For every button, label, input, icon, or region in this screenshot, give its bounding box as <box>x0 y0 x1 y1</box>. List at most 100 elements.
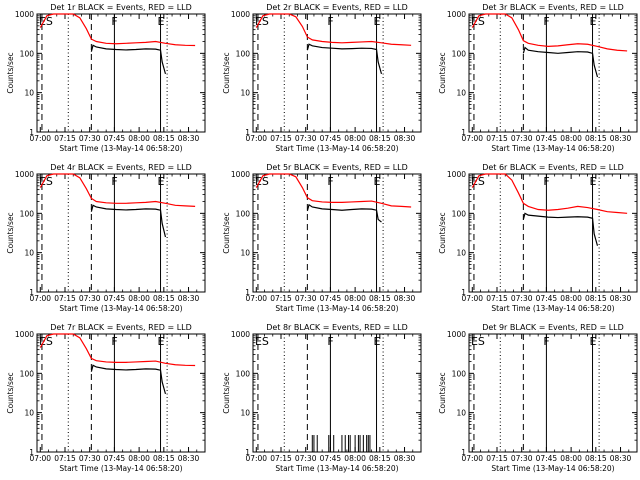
y-tick-label: 100 <box>236 49 251 58</box>
y-tick-label: 100 <box>20 369 35 378</box>
plot-frame <box>36 333 206 453</box>
y-tick-label: 1 <box>245 128 250 137</box>
x-tick-label: 07:45 <box>104 454 126 463</box>
x-tick-label: 08:15 <box>369 454 391 463</box>
y-tick-label: 100 <box>452 49 467 58</box>
y-tick-label: 1000 <box>231 10 250 19</box>
x-tick-label: 07:00 <box>245 134 267 143</box>
panel-det-7: Det 7r BLACK = Events, RED = LLD 1 10 100 10… <box>6 323 206 473</box>
event-marker-label: E <box>374 335 381 348</box>
x-tick-label: 08:30 <box>178 294 200 303</box>
x-axis-label: Start Time (13-May-14 06:58:20) <box>491 464 614 473</box>
y-tick-label: 10 <box>456 249 466 258</box>
x-tick-label: 07:30 <box>511 454 533 463</box>
y-tick-label: 1 <box>245 448 250 457</box>
y-tick-label: 10 <box>456 89 466 98</box>
x-tick-label: 07:45 <box>104 134 126 143</box>
x-tick-label: 07:30 <box>511 294 533 303</box>
event-marker-label: E <box>590 15 597 28</box>
event-marker-label: E <box>158 335 165 348</box>
event-marker-label: ES <box>255 335 269 348</box>
x-tick-label: 07:45 <box>320 454 342 463</box>
x-tick-label: 07:00 <box>29 294 51 303</box>
x-axis-label: Start Time (13-May-14 06:58:20) <box>59 304 182 313</box>
x-tick-label: 08:00 <box>344 294 366 303</box>
y-axis-label: Counts/sec <box>6 52 15 93</box>
y-tick-label: 100 <box>20 209 35 218</box>
x-tick-label: 07:15 <box>486 454 508 463</box>
y-tick-label: 1 <box>461 128 466 137</box>
events-series-line <box>306 43 383 75</box>
x-tick-label: 08:15 <box>585 454 607 463</box>
event-marker-label: ES <box>471 335 485 348</box>
x-tick-label: 08:15 <box>585 294 607 303</box>
plot-frame <box>468 173 638 293</box>
event-marker-label: F <box>543 335 549 348</box>
x-tick-label: 07:00 <box>29 134 51 143</box>
event-marker-label: F <box>327 335 333 348</box>
panel-title: Det 5r BLACK = Events, RED = LLD <box>266 163 408 172</box>
x-tick-label: 07:45 <box>536 294 558 303</box>
panel-title: Det 8r BLACK = Events, RED = LLD <box>266 323 408 332</box>
panel-title: Det 4r BLACK = Events, RED = LLD <box>50 163 192 172</box>
y-tick-label: 10 <box>456 409 466 418</box>
plot-frame <box>252 333 422 453</box>
x-tick-label: 07:45 <box>104 294 126 303</box>
panel-det-9: Det 9r BLACK = Events, RED = LLD 1 10 100 10… <box>438 323 638 473</box>
panel-title: Det 6r BLACK = Events, RED = LLD <box>482 163 624 172</box>
x-tick-label: 08:00 <box>128 454 150 463</box>
y-tick-label: 1000 <box>447 10 466 19</box>
event-marker-label: E <box>374 15 381 28</box>
x-axis-label: Start Time (13-May-14 06:58:20) <box>275 144 398 153</box>
x-tick-label: 08:30 <box>178 454 200 463</box>
y-tick-label: 1000 <box>447 170 466 179</box>
x-tick-label: 08:30 <box>610 454 632 463</box>
y-tick-label: 1000 <box>15 170 34 179</box>
x-axis-label: Start Time (13-May-14 06:58:20) <box>59 144 182 153</box>
y-axis-label: Counts/sec <box>438 212 447 253</box>
event-marker-label: E <box>158 175 165 188</box>
x-tick-label: 08:00 <box>344 134 366 143</box>
x-tick-label: 08:15 <box>369 134 391 143</box>
x-tick-label: 07:15 <box>270 134 292 143</box>
x-tick-label: 08:30 <box>394 294 416 303</box>
event-marker-label: E <box>374 175 381 188</box>
events-series-line <box>306 203 382 223</box>
x-tick-label: 08:30 <box>394 134 416 143</box>
x-tick-label: 07:15 <box>54 134 76 143</box>
y-axis-label: Counts/sec <box>6 212 15 253</box>
panel-det-4: Det 4r BLACK = Events, RED = LLD 1 10 100 10… <box>6 163 206 313</box>
panel-det-3: Det 3r BLACK = Events, RED = LLD 1 10 100 10… <box>438 3 638 153</box>
x-axis-label: Start Time (13-May-14 06:58:20) <box>59 464 182 473</box>
y-tick-label: 10 <box>24 409 34 418</box>
x-tick-label: 08:30 <box>394 454 416 463</box>
x-tick-label: 08:00 <box>560 134 582 143</box>
x-tick-label: 08:30 <box>610 134 632 143</box>
x-tick-label: 07:30 <box>295 134 317 143</box>
event-marker-label: F <box>327 175 333 188</box>
y-tick-label: 100 <box>236 209 251 218</box>
lld-series-line <box>39 173 196 208</box>
x-tick-label: 07:00 <box>245 454 267 463</box>
plot-frame <box>468 13 638 133</box>
lld-series-line <box>471 13 628 52</box>
panel-title: Det 3r BLACK = Events, RED = LLD <box>482 3 624 12</box>
plot-frame <box>252 13 422 133</box>
y-tick-label: 1 <box>29 128 34 137</box>
y-tick-label: 10 <box>24 249 34 258</box>
x-tick-label: 08:00 <box>344 454 366 463</box>
y-axis-label: Counts/sec <box>222 372 231 413</box>
lld-series-line <box>39 333 196 367</box>
panel-title: Det 2r BLACK = Events, RED = LLD <box>266 3 408 12</box>
lld-series-line <box>471 173 628 214</box>
x-tick-label: 08:15 <box>369 294 391 303</box>
x-tick-label: 08:00 <box>560 454 582 463</box>
x-tick-label: 07:30 <box>295 294 317 303</box>
y-tick-label: 10 <box>240 249 250 258</box>
x-tick-label: 07:45 <box>320 294 342 303</box>
lld-series-line <box>255 13 412 46</box>
x-tick-label: 08:30 <box>610 294 632 303</box>
x-tick-label: 07:30 <box>79 294 101 303</box>
y-tick-label: 10 <box>24 89 34 98</box>
